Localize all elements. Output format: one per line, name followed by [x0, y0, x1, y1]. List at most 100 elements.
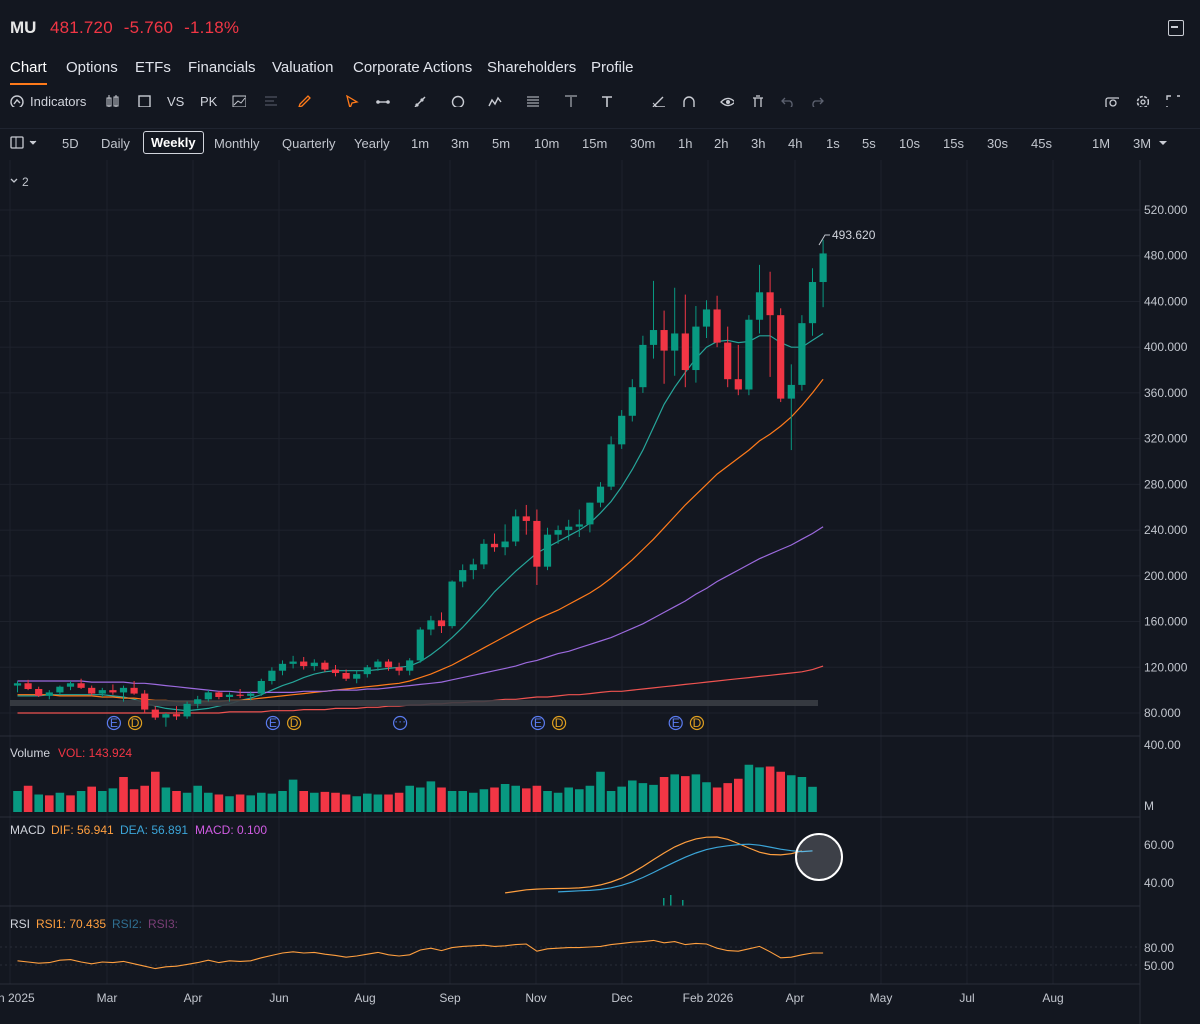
- candle-body: [755, 292, 764, 320]
- indicators-button[interactable]: Indicators: [30, 94, 87, 109]
- price-chart[interactable]: 2 E D E D ··· E D E D 520.000480.000440.000400.0…: [0, 160, 1200, 1024]
- text-align-icon[interactable]: [264, 95, 278, 107]
- event-marker[interactable]: D: [128, 715, 143, 731]
- settings-gear-icon[interactable]: [1135, 95, 1149, 107]
- square-icon[interactable]: [138, 95, 152, 107]
- period-dropdown-icon[interactable]: [1158, 140, 1168, 148]
- event-marker[interactable]: D: [689, 715, 705, 731]
- event-marker[interactable]: D: [551, 715, 567, 731]
- chart-template-icon[interactable]: [232, 95, 246, 107]
- pencil-icon[interactable]: [297, 95, 311, 107]
- candle-type-icon[interactable]: [105, 95, 119, 107]
- trash-icon[interactable]: [751, 95, 765, 107]
- candle: [151, 706, 159, 720]
- period-yearly[interactable]: Yearly: [354, 136, 390, 151]
- line-tool-icon[interactable]: [376, 95, 390, 107]
- period-15m[interactable]: 15m: [582, 136, 608, 151]
- layout-toggle-icon[interactable]: [10, 136, 40, 150]
- tab-financials[interactable]: Financials: [188, 59, 256, 76]
- tab-chart[interactable]: Chart: [10, 59, 47, 85]
- candle-body: [543, 534, 552, 567]
- candle: [639, 335, 647, 393]
- undo-icon[interactable]: [781, 95, 795, 107]
- period-4h[interactable]: 4h: [788, 136, 803, 151]
- pattern-tool-icon[interactable]: [488, 95, 502, 107]
- event-marker[interactable]: D: [287, 715, 302, 731]
- event-marker[interactable]: ···: [393, 714, 408, 731]
- last-price: 481.720: [50, 18, 113, 37]
- fibonacci-tool-icon[interactable]: [526, 95, 540, 107]
- volume-bar: [331, 792, 340, 812]
- camera-icon[interactable]: [1105, 95, 1119, 107]
- time-tick-label: Feb 2026: [683, 991, 734, 1005]
- magnet-icon[interactable]: [682, 95, 696, 107]
- period-3m[interactable]: 3m: [451, 136, 470, 151]
- candle-body: [278, 663, 287, 671]
- period-10m[interactable]: 10m: [534, 136, 560, 151]
- volume-bar: [500, 784, 510, 812]
- exit-fullscreen-icon[interactable]: [1168, 20, 1184, 36]
- price-tick-label: 520.000: [1144, 203, 1188, 217]
- period-1s[interactable]: 1s: [826, 136, 840, 151]
- event-marker[interactable]: E: [265, 715, 280, 731]
- fullscreen-icon[interactable]: [1166, 95, 1180, 107]
- period-30m[interactable]: 30m: [630, 136, 656, 151]
- period-quarterly[interactable]: Quarterly: [282, 136, 336, 151]
- macd-histogram-bar: [663, 898, 665, 906]
- tab-valuation[interactable]: Valuation: [272, 59, 334, 76]
- period-3h[interactable]: 3h: [751, 136, 766, 151]
- compare-vs-button[interactable]: VS: [167, 94, 185, 109]
- text-tool-icon[interactable]: [601, 95, 615, 107]
- pk-button[interactable]: PK: [200, 94, 218, 109]
- period-weekly[interactable]: Weekly: [143, 131, 204, 154]
- period-1m[interactable]: 1m: [411, 136, 430, 151]
- tab-options[interactable]: Options: [66, 59, 118, 76]
- period-5d[interactable]: 5D: [62, 136, 79, 151]
- period-30s[interactable]: 30s: [987, 136, 1008, 151]
- rsi1-legend: RSI1: 70.435: [36, 917, 106, 931]
- shape-tool-icon[interactable]: [451, 95, 465, 107]
- candle: [225, 692, 234, 702]
- candle-body: [671, 333, 679, 351]
- collapse-chevron-icon[interactable]: [10, 178, 18, 183]
- volume-bar: [341, 794, 351, 812]
- candle: [406, 658, 414, 676]
- grid-lines: [0, 160, 1140, 984]
- period-2h[interactable]: 2h: [714, 136, 729, 151]
- event-marker[interactable]: E: [668, 715, 683, 731]
- eraser-icon[interactable]: [651, 95, 665, 107]
- price-tick-label: 320.000: [1144, 432, 1188, 446]
- period-5s[interactable]: 5s: [862, 136, 876, 151]
- tab-shareholders[interactable]: Shareholders: [487, 59, 577, 76]
- tab-profile[interactable]: Profile: [591, 59, 634, 76]
- period-10s[interactable]: 10s: [899, 136, 920, 151]
- redo-icon[interactable]: [810, 95, 824, 107]
- event-marker[interactable]: E: [530, 715, 546, 731]
- tab-corporate-actions[interactable]: Corporate Actions: [353, 59, 473, 76]
- measure-tool-icon[interactable]: [564, 95, 578, 107]
- candle: [247, 691, 255, 701]
- collapse-toggle[interactable]: 2: [10, 175, 29, 189]
- period-45s[interactable]: 45s: [1031, 136, 1052, 151]
- period-daily[interactable]: Daily: [101, 136, 130, 151]
- volume-bar: [564, 787, 573, 812]
- candle: [289, 655, 297, 669]
- period-1h[interactable]: 1h: [678, 136, 693, 151]
- candle-body: [649, 330, 658, 345]
- candle-body: [607, 444, 615, 487]
- visibility-eye-icon[interactable]: [720, 95, 734, 107]
- candle-body: [300, 661, 308, 667]
- event-marker[interactable]: E: [106, 715, 122, 731]
- period-3mo[interactable]: 3M: [1133, 136, 1152, 151]
- volume-bar: [776, 771, 785, 812]
- candle-body: [151, 709, 159, 718]
- indicators-icon[interactable]: [10, 95, 24, 107]
- period-5m[interactable]: 5m: [492, 136, 511, 151]
- ray-tool-icon[interactable]: [413, 95, 427, 107]
- candle-body: [406, 660, 414, 671]
- period-monthly[interactable]: Monthly: [214, 136, 260, 151]
- period-15s[interactable]: 15s: [943, 136, 964, 151]
- period-1mo[interactable]: 1M: [1092, 136, 1111, 151]
- tab-etfs[interactable]: ETFs: [135, 59, 171, 76]
- cursor-icon[interactable]: [345, 95, 359, 107]
